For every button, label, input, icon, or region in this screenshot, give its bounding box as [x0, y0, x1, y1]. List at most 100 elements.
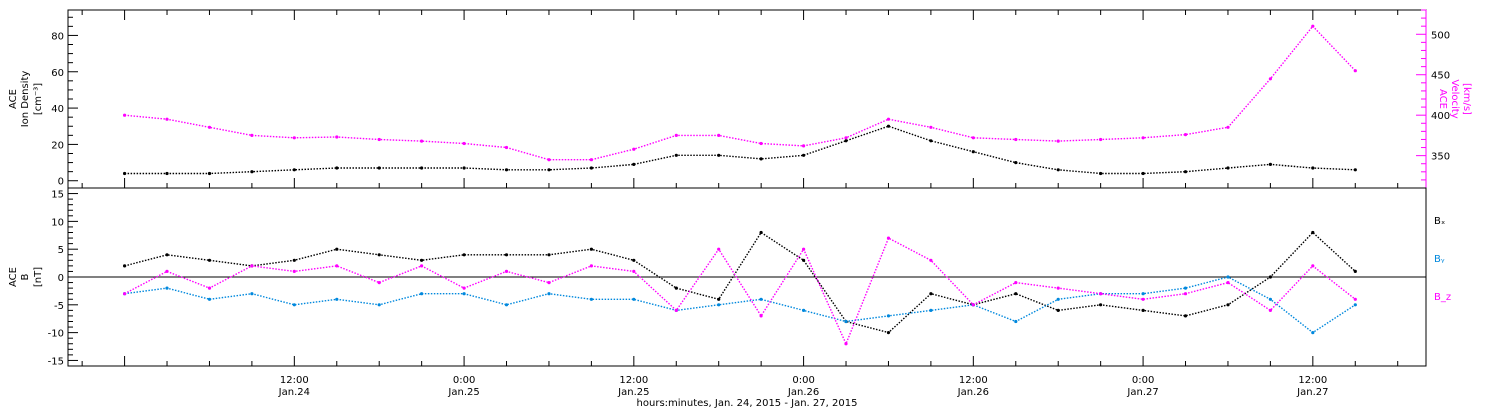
x-tick-time: 0:00	[1132, 375, 1154, 386]
field-series-2-point	[1268, 308, 1272, 312]
field-series-0-point	[207, 258, 212, 262]
velocity-series-0-point	[1141, 136, 1145, 140]
field-series-1-point	[335, 297, 339, 301]
field-series-0-point	[1141, 308, 1145, 312]
velocity-series-0-point	[547, 158, 551, 162]
field-series-2-point	[589, 264, 594, 268]
velocity-series-0-point	[250, 133, 254, 137]
density-axis: 0 20 40 60 80	[51, 16, 78, 188]
density-tick-label: 60	[51, 68, 64, 79]
velocity-series-0-point	[1014, 137, 1018, 142]
field-series-2-point	[504, 269, 509, 273]
bottom-series-group	[68, 230, 1426, 346]
density-series-0-point	[759, 157, 763, 161]
velocity-series-0-point	[335, 135, 339, 139]
field-series-2-point	[1014, 281, 1018, 285]
field-series-0-point	[589, 247, 594, 251]
x-tick-date: Jan.27	[1296, 387, 1328, 398]
velocity-series-0-point	[971, 136, 975, 140]
x-axis-title: hours:minutes, Jan. 24, 2015 - Jan. 27, …	[637, 398, 858, 409]
velocity-label-line3: [km/s]	[1461, 83, 1472, 115]
field-series-0-point	[420, 258, 424, 262]
field-series-2-point	[1141, 297, 1145, 301]
density-series-0-point	[971, 150, 975, 154]
density-label-line3: [cm⁻³]	[33, 83, 44, 115]
field-series-1-point	[1353, 303, 1357, 307]
field-label-line1: ACE	[8, 267, 19, 287]
field-tick-label: 5	[58, 245, 64, 256]
field-series-1-point	[165, 286, 169, 290]
field-tick-label: -10	[48, 329, 64, 340]
field-series-1-point	[462, 292, 466, 296]
velocity-series-0-point	[632, 147, 636, 151]
density-tick-label: 0	[58, 177, 64, 188]
field-series-1-point	[844, 319, 848, 324]
density-tick-label: 20	[51, 140, 64, 151]
field-series-0-point	[292, 258, 296, 262]
density-series-0-point	[123, 171, 127, 176]
velocity-series-0-point	[377, 137, 381, 142]
field-series-2-point	[207, 286, 212, 290]
field-series-0-point	[377, 253, 381, 257]
density-series-0-point	[1099, 171, 1103, 176]
top-series-group	[123, 24, 1357, 176]
field-series-2-point	[632, 269, 636, 273]
density-series-0-point	[802, 153, 806, 157]
density-series-0-point	[1226, 166, 1230, 170]
field-series-2-point	[462, 286, 466, 290]
field-series-2-point	[1099, 292, 1103, 296]
velocity-series-0-point	[1226, 125, 1230, 129]
field-series-1-point	[292, 303, 296, 307]
density-series-0-point	[335, 166, 339, 170]
x-tick-time: 0:00	[453, 375, 475, 386]
field-series-0-point	[759, 230, 763, 235]
field-series-2-point	[929, 258, 933, 262]
density-series-0-point	[1141, 171, 1145, 176]
magnetic-field-panel: -15 -10 -5 0 5 10 15 ACE B [nT] Bₓ Bᵧ B_z	[8, 187, 1451, 367]
field-series-2-point	[886, 236, 891, 240]
field-series-0-point	[504, 253, 509, 257]
velocity-series-0-point	[420, 139, 424, 143]
legend-bx: Bₓ	[1434, 216, 1445, 227]
field-series-2-point	[1353, 297, 1357, 301]
velocity-series-0-point	[886, 117, 891, 121]
x-tick-date: Jan.26	[957, 387, 989, 398]
legend-bz: B_z	[1434, 292, 1451, 303]
field-series-line-2	[124, 237, 1356, 346]
density-series-0-point	[292, 168, 296, 172]
density-series-line-0	[124, 125, 1356, 175]
field-series-0-point	[1183, 314, 1188, 318]
x-tick-date: Jan.25	[617, 387, 649, 398]
velocity-series-0-point	[207, 125, 212, 129]
velocity-axis: 350 400 450 500	[1416, 9, 1450, 188]
field-series-0-point	[1353, 269, 1357, 273]
density-series-0-point	[504, 168, 509, 172]
time-axis-labels: 12:00Jan.240:00Jan.2512:00Jan.250:00Jan.…	[278, 375, 1329, 398]
velocity-series-0-point	[929, 125, 933, 129]
density-series-0-point	[1311, 166, 1315, 170]
field-series-2-point	[759, 314, 763, 318]
field-tick-label: 15	[51, 190, 64, 201]
field-series-2-point	[802, 247, 806, 251]
field-series-1-point	[420, 292, 424, 296]
field-tick-label: 0	[58, 273, 64, 284]
field-series-1-point	[759, 297, 763, 301]
velocity-series-0-point	[589, 158, 594, 162]
field-series-0-point	[886, 331, 891, 335]
velocity-tick-label: 450	[1431, 71, 1450, 82]
field-series-1-point	[1141, 292, 1145, 296]
field-series-2-point	[250, 264, 254, 268]
velocity-series-0-point	[674, 133, 678, 137]
field-series-0-point	[802, 258, 806, 262]
velocity-series-0-point	[165, 117, 169, 121]
field-series-0-point	[717, 297, 721, 301]
field-series-1-point	[250, 292, 254, 296]
field-series-2-point	[844, 342, 848, 346]
x-tick-time: 0:00	[792, 375, 814, 386]
field-series-2-point	[292, 269, 296, 273]
density-series-0-point	[420, 166, 424, 170]
density-series-0-point	[1014, 161, 1018, 165]
top-x-ticks	[81, 10, 1399, 188]
density-series-0-point	[250, 170, 254, 174]
